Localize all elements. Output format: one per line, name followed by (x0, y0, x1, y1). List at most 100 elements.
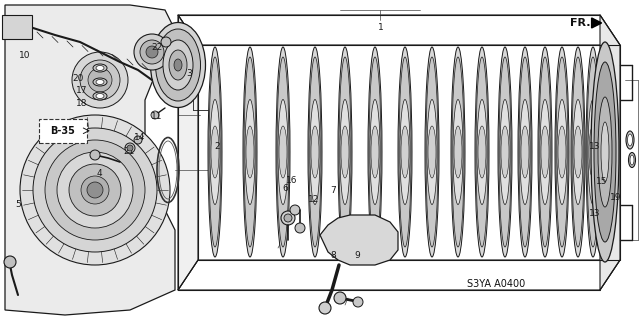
FancyBboxPatch shape (38, 119, 87, 143)
Circle shape (134, 34, 170, 70)
Ellipse shape (630, 155, 634, 165)
Ellipse shape (340, 100, 350, 204)
Ellipse shape (519, 57, 531, 247)
Text: 22: 22 (152, 43, 163, 52)
Ellipse shape (277, 57, 289, 247)
Circle shape (295, 223, 305, 233)
Ellipse shape (245, 100, 255, 204)
Ellipse shape (279, 126, 287, 178)
Ellipse shape (174, 59, 182, 71)
Ellipse shape (93, 92, 107, 100)
Ellipse shape (310, 100, 320, 204)
Text: 8: 8 (330, 251, 335, 260)
Polygon shape (320, 215, 398, 265)
Ellipse shape (339, 57, 351, 247)
Ellipse shape (501, 126, 509, 178)
Ellipse shape (594, 62, 616, 242)
Circle shape (127, 145, 133, 151)
Text: 6: 6 (282, 184, 287, 193)
Ellipse shape (541, 126, 549, 178)
Text: 1: 1 (378, 23, 383, 32)
Circle shape (20, 115, 170, 265)
Text: 13: 13 (589, 142, 601, 151)
Ellipse shape (150, 23, 205, 108)
Ellipse shape (96, 79, 104, 85)
FancyBboxPatch shape (2, 15, 32, 39)
Ellipse shape (368, 47, 382, 257)
Ellipse shape (521, 126, 529, 178)
Ellipse shape (93, 64, 107, 72)
Ellipse shape (400, 100, 410, 204)
Polygon shape (178, 15, 198, 290)
Circle shape (81, 176, 109, 204)
Ellipse shape (246, 126, 254, 178)
Circle shape (88, 68, 112, 92)
Ellipse shape (586, 47, 600, 257)
Ellipse shape (499, 57, 511, 247)
Polygon shape (591, 18, 602, 28)
Ellipse shape (309, 57, 321, 247)
Ellipse shape (401, 126, 409, 178)
Text: 2: 2 (215, 142, 220, 151)
Circle shape (290, 205, 300, 215)
Text: 11: 11 (151, 112, 163, 121)
Text: FR.: FR. (570, 18, 590, 28)
Ellipse shape (573, 100, 583, 204)
Ellipse shape (163, 40, 193, 90)
Ellipse shape (427, 100, 437, 204)
Ellipse shape (278, 100, 288, 204)
Text: 20: 20 (72, 74, 84, 83)
Text: 17: 17 (76, 86, 88, 95)
Circle shape (33, 128, 157, 252)
Ellipse shape (96, 65, 104, 70)
Ellipse shape (572, 57, 584, 247)
Circle shape (57, 152, 133, 228)
Polygon shape (600, 15, 620, 290)
Ellipse shape (93, 78, 107, 86)
Ellipse shape (518, 47, 532, 257)
Circle shape (87, 182, 103, 198)
Ellipse shape (428, 126, 436, 178)
Circle shape (284, 214, 292, 222)
Circle shape (151, 111, 159, 119)
Circle shape (140, 40, 164, 64)
Ellipse shape (498, 47, 512, 257)
Ellipse shape (555, 47, 569, 257)
Ellipse shape (587, 57, 599, 247)
Ellipse shape (425, 47, 439, 257)
Ellipse shape (558, 126, 566, 178)
Ellipse shape (369, 57, 381, 247)
Circle shape (45, 140, 145, 240)
Text: 21: 21 (124, 147, 135, 156)
Text: 18: 18 (76, 99, 88, 108)
Ellipse shape (371, 126, 379, 178)
Ellipse shape (627, 134, 632, 146)
Text: 9: 9 (355, 251, 360, 260)
Ellipse shape (308, 47, 322, 257)
Text: 4: 4 (97, 169, 102, 178)
Ellipse shape (338, 47, 352, 257)
Ellipse shape (571, 47, 585, 257)
Polygon shape (5, 5, 175, 315)
Ellipse shape (211, 126, 219, 178)
Text: 19: 19 (610, 193, 621, 202)
Text: 10: 10 (19, 51, 30, 60)
Ellipse shape (574, 126, 582, 178)
Ellipse shape (598, 97, 612, 207)
Circle shape (90, 150, 100, 160)
Ellipse shape (276, 47, 290, 257)
Ellipse shape (169, 50, 187, 80)
Text: 16: 16 (286, 176, 298, 185)
Ellipse shape (398, 47, 412, 257)
Text: 12: 12 (308, 195, 319, 204)
Circle shape (134, 136, 142, 144)
Ellipse shape (538, 47, 552, 257)
Text: 3: 3 (186, 69, 191, 78)
Circle shape (334, 292, 346, 304)
Ellipse shape (626, 131, 634, 149)
Ellipse shape (478, 126, 486, 178)
Ellipse shape (209, 57, 221, 247)
Ellipse shape (589, 126, 597, 178)
Ellipse shape (451, 47, 465, 257)
Text: S3YA A0400: S3YA A0400 (467, 279, 525, 289)
